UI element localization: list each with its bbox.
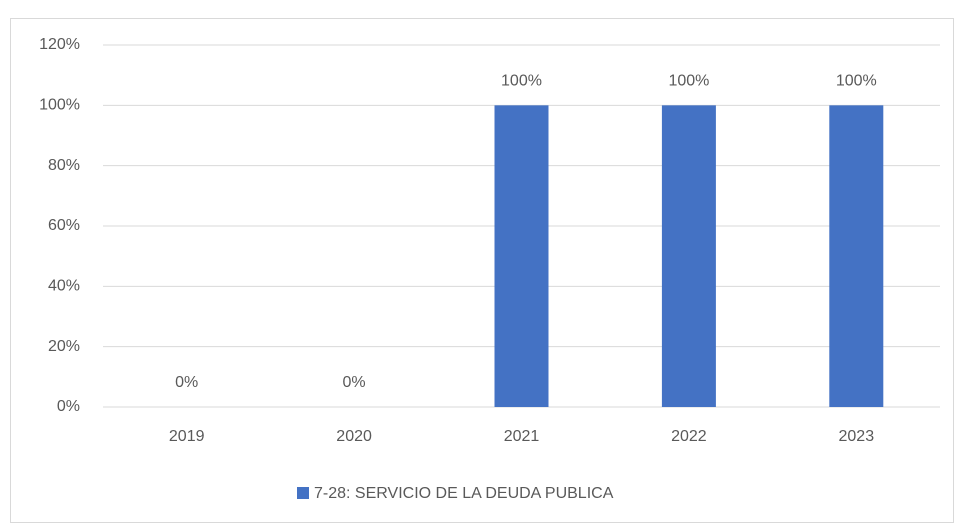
data-label: 0% [343, 374, 366, 391]
y-tick-label: 120% [39, 36, 80, 53]
y-tick-label: 80% [48, 157, 80, 174]
data-label: 100% [836, 73, 877, 90]
y-tick-label: 20% [48, 338, 80, 355]
data-label: 0% [175, 374, 198, 391]
x-tick-label: 2019 [169, 428, 205, 445]
bar [494, 105, 549, 407]
y-tick-label: 100% [39, 97, 80, 114]
legend-swatch [297, 487, 309, 499]
chart-border [10, 18, 954, 523]
y-tick-label: 60% [48, 217, 80, 234]
y-tick-label: 40% [48, 278, 80, 295]
bar [661, 105, 716, 407]
x-tick-label: 2020 [336, 428, 372, 445]
y-tick-label: 0% [57, 398, 80, 415]
data-label: 100% [668, 73, 709, 90]
legend-label: 7-28: SERVICIO DE LA DEUDA PUBLICA [314, 485, 614, 502]
x-tick-label: 2021 [504, 428, 540, 445]
x-tick-label: 2022 [671, 428, 707, 445]
data-label: 100% [501, 73, 542, 90]
x-tick-label: 2023 [839, 428, 875, 445]
bar [829, 105, 884, 407]
